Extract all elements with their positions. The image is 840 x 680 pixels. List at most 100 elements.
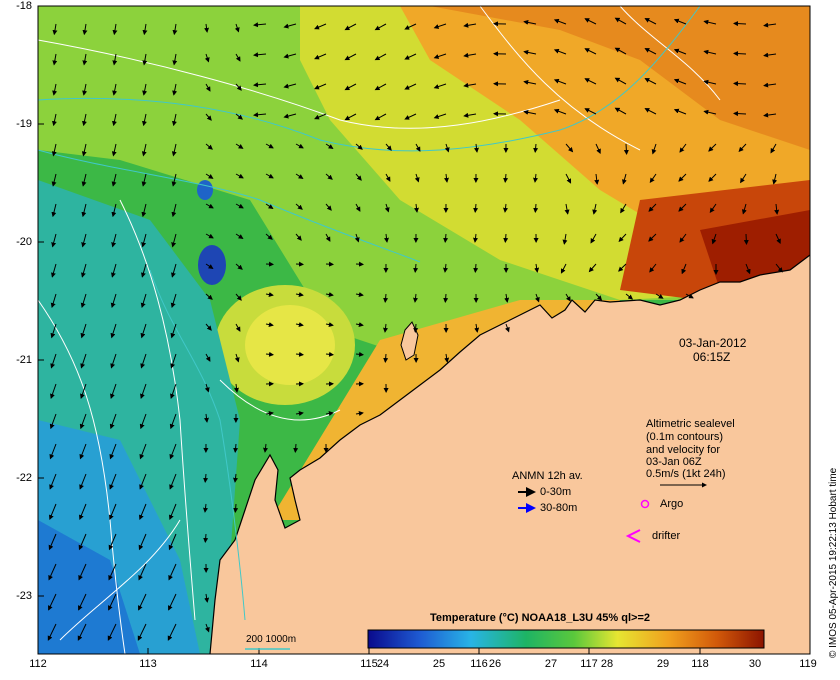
velocity-arrow: [703, 19, 717, 25]
velocity-arrow: [740, 173, 747, 184]
velocity-arrow: [433, 23, 447, 29]
velocity-arrow: [265, 351, 274, 357]
colorbar: [367, 629, 765, 649]
velocity-arrow: [623, 143, 629, 155]
x-tick-label: 119: [799, 658, 817, 670]
velocity-arrow: [553, 78, 567, 85]
velocity-arrow: [374, 83, 387, 91]
velocity-arrow: [111, 263, 117, 278]
velocity-arrow: [203, 503, 208, 513]
velocity-arrow: [679, 143, 687, 153]
velocity-arrow: [355, 203, 361, 212]
velocity-arrow: [47, 623, 57, 641]
velocity-arrow: [673, 48, 687, 55]
velocity-arrow: [78, 563, 87, 581]
velocity-arrow: [79, 473, 87, 490]
velocity-arrow: [50, 383, 57, 399]
coastline: [209, 254, 811, 655]
velocity-arrow: [283, 83, 297, 89]
velocity-arrow: [444, 353, 450, 363]
velocity-arrow: [473, 233, 478, 243]
velocity-arrow: [590, 233, 597, 244]
velocity-arrow: [523, 49, 537, 55]
isobath-label: 200 1000m: [246, 634, 297, 645]
credit-text: © IMOS 05-Apr-2015 19:22:13 Hobart time: [828, 467, 839, 658]
colorbar-tick: 24: [376, 658, 390, 670]
velocity-arrow: [204, 53, 210, 63]
velocity-arrow: [355, 143, 363, 150]
velocity-arrow: [137, 623, 147, 641]
velocity-arrow: [385, 143, 392, 151]
velocity-arrow: [168, 593, 177, 611]
velocity-arrow: [344, 53, 357, 61]
colorbar-tick: 27: [544, 658, 558, 670]
velocity-arrow: [404, 113, 417, 120]
argo-label: Argo: [660, 498, 684, 510]
velocity-arrow: [325, 292, 334, 297]
velocity-arrow: [595, 293, 603, 301]
velocity-arrow: [444, 173, 449, 183]
velocity-arrow: [52, 83, 58, 96]
velocity-arrow: [523, 79, 537, 85]
velocity-arrow: [283, 113, 297, 119]
velocity-arrow: [81, 203, 87, 218]
velocity-arrow: [265, 143, 274, 149]
velocity-arrow: [503, 233, 509, 243]
colorbar-title: Temperature (°C) NOAA18_L3U 45% ql>=2: [430, 612, 650, 624]
velocity-arrow: [473, 203, 479, 213]
velocity-arrow: [51, 203, 57, 218]
velocity-arrow: [355, 173, 362, 181]
velocity-arrow: [618, 233, 627, 243]
velocity-arrow: [648, 233, 657, 242]
velocity-arrow: [565, 293, 571, 302]
argo-symbol: [640, 499, 650, 509]
y-tick-label: -23: [16, 590, 32, 602]
velocity-arrow: [52, 23, 58, 36]
velocity-arrow: [708, 143, 717, 152]
velocity-arrow: [763, 82, 777, 88]
velocity-arrow: [82, 53, 88, 66]
anmn-shallow-label: 0-30m: [540, 486, 572, 498]
velocity-arrow: [141, 263, 147, 278]
velocity-arrow: [51, 113, 57, 127]
velocity-arrow: [295, 233, 302, 241]
velocity-arrow: [51, 263, 57, 278]
velocity-arrow: [78, 593, 87, 611]
velocity-arrow: [167, 623, 177, 641]
velocity-arrow: [534, 293, 540, 303]
velocity-arrow: [733, 51, 747, 57]
velocity-arrow: [314, 113, 327, 120]
velocity-arrow: [82, 23, 88, 36]
velocity-arrow: [265, 292, 274, 297]
velocity-arrow: [140, 293, 147, 309]
velocity-arrow: [111, 143, 117, 157]
velocity-arrow: [553, 48, 567, 55]
velocity-arrow: [263, 443, 268, 453]
velocity-arrow: [325, 322, 334, 328]
velocity-arrow: [109, 413, 117, 430]
velocity-arrow: [374, 113, 387, 121]
velocity-arrow: [81, 143, 87, 157]
timestamp-date: 03-Jan-2012: [679, 336, 747, 350]
colorbar-tick: 28: [600, 658, 614, 670]
velocity-arrow: [503, 203, 508, 213]
velocity-arrow: [110, 383, 117, 399]
velocity-arrow: [614, 107, 627, 115]
velocity-arrow: [562, 233, 568, 245]
timestamp-time: 06:15Z: [693, 350, 731, 364]
velocity-arrow: [763, 52, 777, 58]
velocity-arrow: [138, 593, 147, 611]
velocity-arrow: [443, 293, 449, 303]
velocity-arrow: [733, 111, 747, 117]
velocity-arrow: [433, 53, 447, 59]
velocity-arrow: [139, 473, 147, 490]
velocity-arrow: [168, 563, 177, 581]
velocity-arrow: [205, 113, 212, 121]
velocity-arrow: [235, 203, 244, 209]
velocity-arrow: [293, 443, 299, 453]
velocity-arrow: [111, 173, 117, 187]
velocity-arrow: [553, 108, 567, 115]
velocity-arrow: [112, 53, 118, 66]
velocity-arrow: [48, 593, 57, 611]
velocity-arrow: [253, 52, 267, 58]
